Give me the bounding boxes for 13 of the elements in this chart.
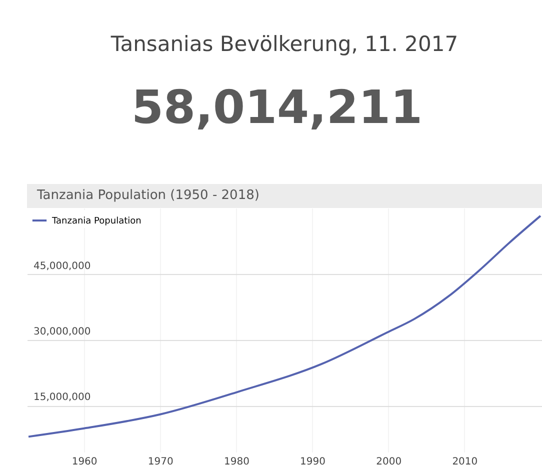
x-tick-label: 1990 [300, 456, 326, 467]
y-tick-label: 45,000,000 [34, 260, 91, 272]
x-tick-label: 1960 [72, 456, 98, 467]
x-tick-label: 1970 [148, 456, 174, 467]
y-tick-label: 30,000,000 [34, 326, 91, 338]
x-tick-label: 2010 [452, 456, 478, 467]
legend-label: Tanzania Population [51, 216, 142, 226]
chart-subtitle: 58,014,211 [130, 80, 424, 134]
x-tick-label: 2000 [376, 456, 402, 467]
chart-title: Tansanias Bevölkerung, 11. 2017 [110, 32, 460, 56]
y-tick-label: 15,000,000 [34, 392, 91, 404]
text: Tanzania Population (1950 - 2018) [27, 184, 542, 208]
x-tick-label: 1980 [224, 456, 250, 467]
